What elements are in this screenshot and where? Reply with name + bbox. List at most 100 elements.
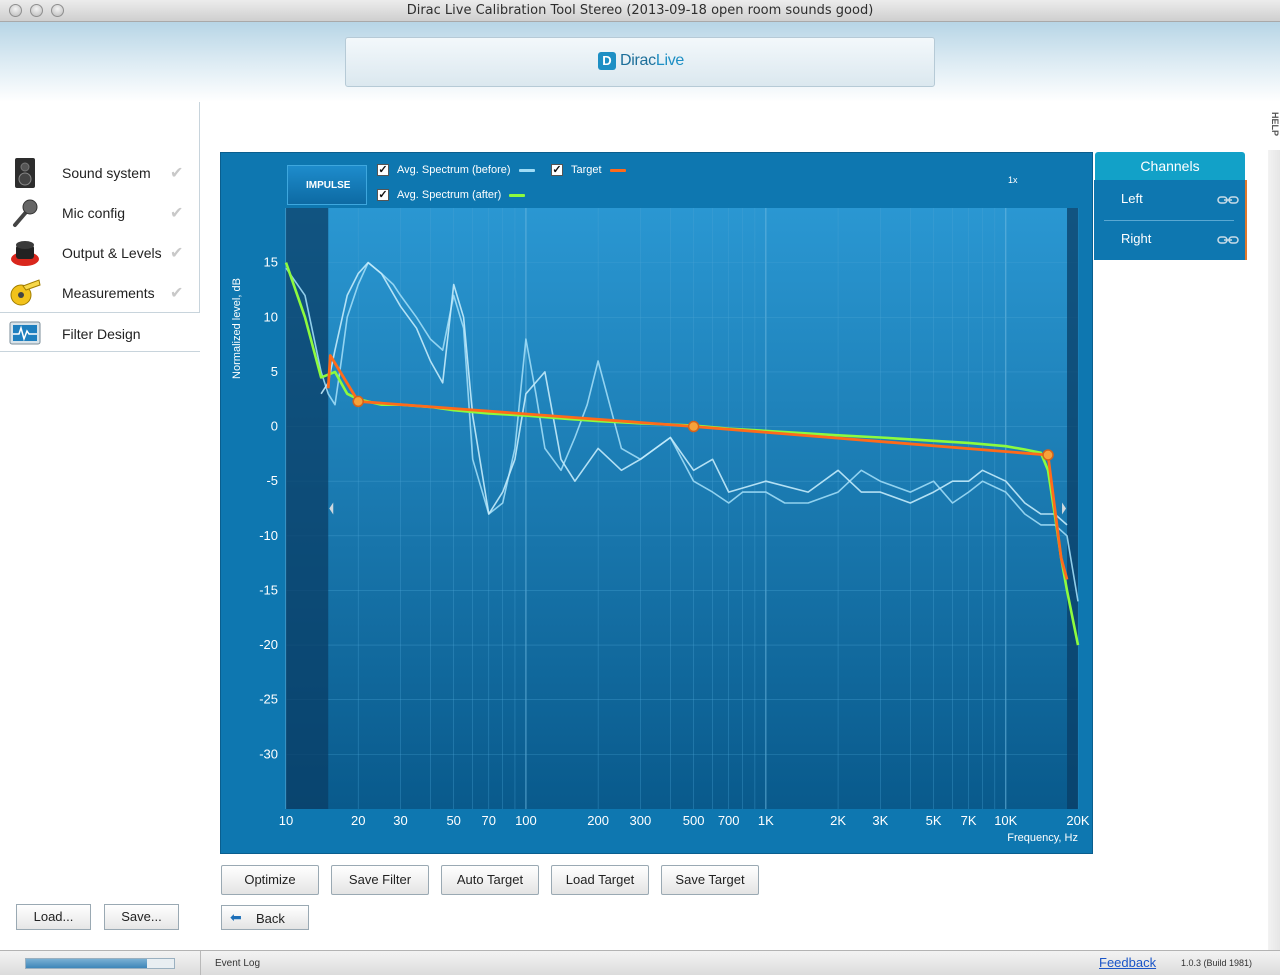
title-bar: Dirac Live Calibration Tool Stereo (2013… — [0, 0, 1280, 22]
sidebar-item-filter-design[interactable]: Filter Design — [0, 312, 200, 352]
x-tick-label: 700 — [718, 813, 740, 828]
legend-swatch-target — [609, 168, 626, 172]
sidebar: Sound system ✔ Mic config ✔ Output & Lev… — [0, 102, 200, 950]
target-control-point — [1042, 449, 1054, 461]
legend-after[interactable]: ✓ Avg. Spectrum (after) — [377, 189, 526, 201]
sidebar-item-mic-config[interactable]: Mic config ✔ — [0, 192, 200, 232]
load-target-button[interactable]: Load Target — [551, 865, 649, 895]
plot-area — [286, 208, 1078, 809]
sidebar-item-label: Mic config — [62, 205, 126, 221]
x-tick-label: 2K — [830, 813, 846, 828]
y-tick-label: 0 — [271, 419, 278, 434]
channels-panel: Channels Left Right — [1094, 152, 1247, 260]
y-tick-label: -10 — [259, 528, 278, 543]
y-axis-label: Normalized level, dB — [231, 278, 243, 379]
close-window-button[interactable] — [9, 4, 22, 17]
x-tick-label: 30 — [393, 813, 407, 828]
target-control-point — [352, 395, 364, 408]
x-tick-label: 500 — [683, 813, 705, 828]
sidebar-item-output-levels[interactable]: Output & Levels ✔ — [0, 232, 200, 272]
channels-list: Left Right — [1094, 180, 1247, 260]
impulse-view-button[interactable]: IMPULSE — [287, 165, 367, 205]
high-cutoff-region — [1067, 208, 1078, 809]
y-tick-label: 15 — [264, 255, 278, 270]
optimize-button[interactable]: Optimize — [221, 865, 319, 895]
sidebar-item-measurements[interactable]: Measurements ✔ — [0, 272, 200, 312]
check-icon: ✔ — [170, 205, 184, 222]
y-tick-label: -5 — [266, 473, 278, 488]
link-icon[interactable] — [1217, 235, 1239, 245]
save-filter-button[interactable]: Save Filter — [331, 865, 429, 895]
channel-left[interactable]: Left — [1094, 180, 1244, 220]
sidebar-item-sound-system[interactable]: Sound system ✔ — [0, 152, 200, 192]
progress-bar — [25, 958, 175, 969]
check-icon: ✔ — [170, 165, 184, 182]
legend-target[interactable]: ✓ Target — [551, 164, 626, 176]
x-tick-label: 20K — [1066, 813, 1089, 828]
channel-label: Left — [1121, 191, 1143, 206]
logo-banner: D DiracLive — [345, 37, 935, 87]
y-tick-label: -30 — [259, 746, 278, 761]
checkbox-after[interactable]: ✓ — [377, 189, 389, 201]
back-label: Back — [256, 911, 285, 926]
x-tick-label: 200 — [587, 813, 609, 828]
logo-suffix: Live — [655, 52, 684, 69]
sidebar-divider — [199, 102, 200, 312]
save-target-button[interactable]: Save Target — [661, 865, 759, 895]
sidebar-item-label: Output & Levels — [62, 245, 162, 261]
check-icon: ✔ — [170, 245, 184, 262]
logo-prefix: Dirac — [620, 52, 656, 69]
x-tick-label: 7K — [961, 813, 977, 828]
channel-divider — [1104, 220, 1234, 221]
help-tab[interactable]: HELP — [1270, 111, 1280, 136]
sidebar-item-label: Sound system — [62, 165, 151, 181]
feedback-link[interactable]: Feedback — [1099, 955, 1157, 970]
channel-right[interactable]: Right — [1094, 220, 1244, 260]
legend-label-after: Avg. Spectrum (after) — [397, 189, 502, 201]
help-drawer-edge — [1268, 150, 1280, 950]
y-tick-label: -25 — [259, 692, 278, 707]
event-log-link[interactable]: Event Log — [215, 958, 261, 969]
status-divider — [200, 951, 201, 975]
x-tick-label: 3K — [872, 813, 888, 828]
back-button[interactable]: ⬅ Back — [221, 905, 309, 930]
x-tick-label: 100 — [515, 813, 537, 828]
x-tick-label: 5K — [926, 813, 942, 828]
sidebar-item-label: Filter Design — [62, 326, 141, 342]
y-tick-label: -15 — [259, 582, 278, 597]
link-icon[interactable] — [1217, 195, 1239, 205]
workflow-steps: Sound system ✔ Mic config ✔ Output & Lev… — [0, 152, 200, 352]
tape-measure-icon — [10, 279, 41, 306]
y-tick-label: 5 — [271, 364, 278, 379]
back-arrow-icon: ⬅ — [230, 909, 242, 925]
dirac-live-logo: D DiracLive — [598, 52, 684, 70]
high-cutoff-handle — [1062, 502, 1067, 515]
load-project-button[interactable]: Load... — [16, 904, 91, 930]
speaker-icon — [15, 158, 35, 188]
minimize-window-button[interactable] — [30, 4, 43, 17]
checkbox-target[interactable]: ✓ — [551, 164, 563, 176]
x-tick-label: 10 — [279, 813, 293, 828]
legend-before[interactable]: ✓ Avg. Spectrum (before) — [377, 164, 535, 176]
low-cutoff-handle — [329, 502, 334, 515]
sidebar-item-label: Measurements — [62, 285, 155, 301]
legend-label-before: Avg. Spectrum (before) — [397, 164, 511, 176]
zoom-window-button[interactable] — [51, 4, 64, 17]
x-tick-label: 20 — [351, 813, 365, 828]
x-tick-label: 70 — [482, 813, 496, 828]
channels-title: Channels — [1095, 152, 1245, 180]
auto-target-button[interactable]: Auto Target — [441, 865, 539, 895]
filter-design-plot-panel: 15 10 5 0 -5 -10 -15 -20 -25 -30 10 20 30 50 70 100 200 3… — [220, 152, 1093, 854]
filter-design-icon — [9, 321, 41, 345]
window-title: Dirac Live Calibration Tool Stereo (2013… — [406, 3, 874, 18]
legend-label-target: Target — [571, 164, 602, 176]
checkbox-before[interactable]: ✓ — [377, 164, 389, 176]
save-project-button[interactable]: Save... — [104, 904, 179, 930]
microphone-icon — [13, 199, 38, 227]
progress-fill — [26, 959, 148, 968]
zoom-level[interactable]: 1x — [1008, 175, 1018, 185]
series-line-1 — [320, 261, 1068, 526]
x-tick-label: 1K — [758, 813, 774, 828]
volume-knob-icon — [11, 241, 39, 266]
